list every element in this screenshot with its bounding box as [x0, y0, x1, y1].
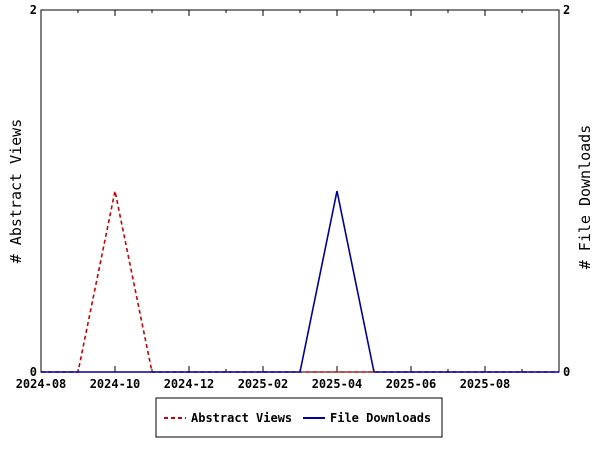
x-tick-label: 2025-08 — [460, 377, 511, 391]
legend-label-abstract-views: Abstract Views — [191, 411, 292, 425]
series-lines — [41, 190, 559, 373]
legend-label-file-downloads: File Downloads — [330, 411, 431, 425]
y-tick-label: 0 — [30, 365, 37, 379]
y-tick-label: 2 — [30, 3, 37, 17]
legend: Abstract Views File Downloads — [155, 397, 443, 438]
x-tick-label: 2025-06 — [386, 377, 437, 391]
plot-frame — [40, 9, 560, 373]
series-line-abstract-views — [41, 190, 559, 373]
y2-axis-label: # File Downloads — [576, 125, 594, 270]
y-axis-ticks: 0 0 2 2 — [30, 3, 570, 379]
y2-tick-label: 2 — [563, 3, 570, 17]
x-axis-ticks: 2024-08 2024-10 2024-12 2025-02 2025-04 2025-… — [16, 10, 560, 391]
y2-tick-label: 0 — [563, 365, 570, 379]
x-tick-label: 2025-02 — [238, 377, 289, 391]
x-tick-label: 2024-12 — [164, 377, 215, 391]
x-tick-label: 2025-04 — [312, 377, 363, 391]
legend-box — [155, 397, 443, 438]
x-tick-label: 2024-08 — [16, 377, 67, 391]
plot-border — [40, 9, 560, 373]
x-tick-label: 2024-10 — [90, 377, 141, 391]
y-axis-label: # Abstract Views — [7, 119, 25, 264]
series-line-file-downloads — [41, 190, 559, 373]
